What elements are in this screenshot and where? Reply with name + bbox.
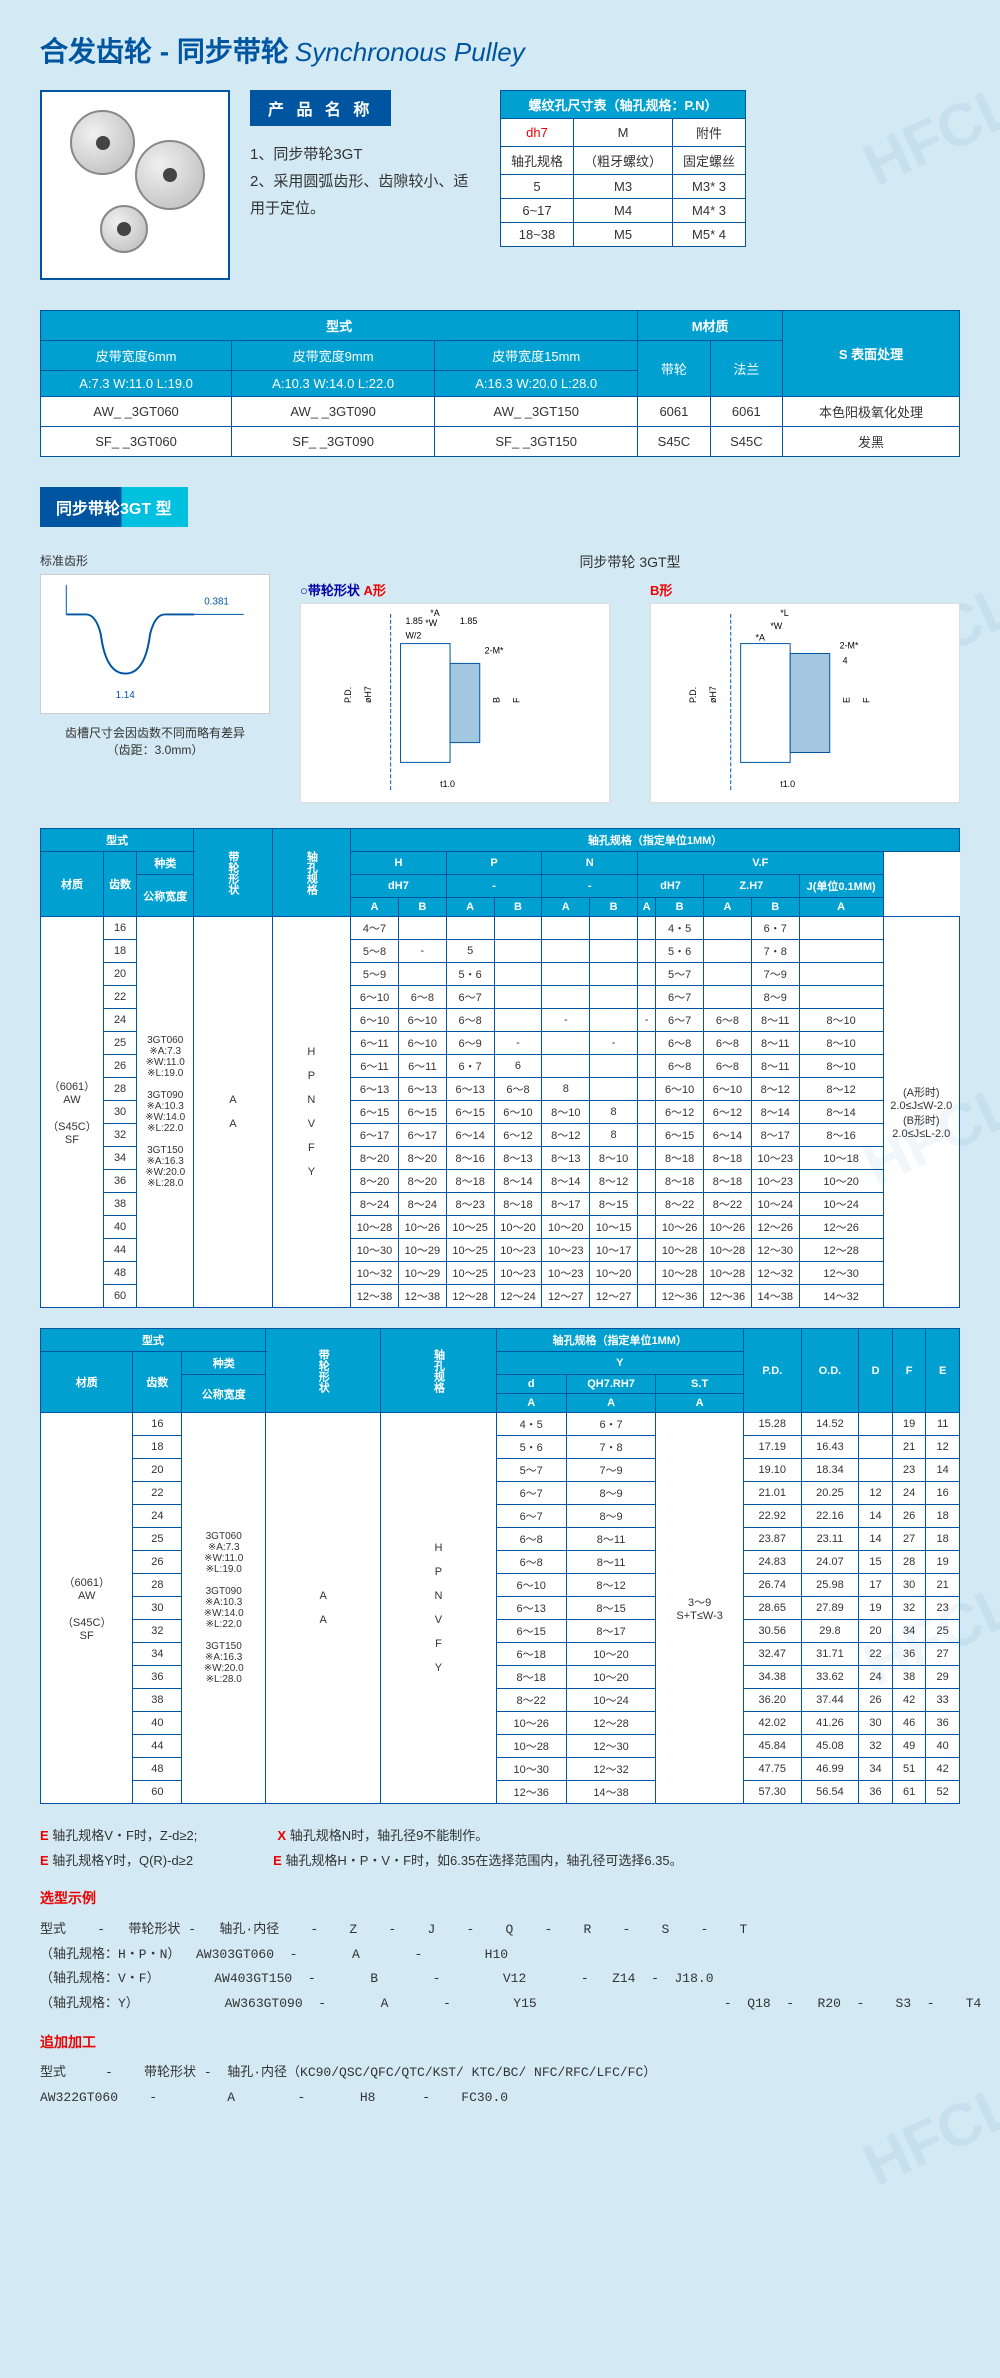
svg-text:E: E [842, 697, 852, 703]
product-name-header: 产 品 名 称 [250, 90, 391, 126]
tooth-pitch: （齿距：3.0mm） [40, 741, 270, 758]
svg-text:W/2: W/2 [406, 631, 422, 641]
svg-text:2-M*: 2-M* [485, 646, 504, 656]
tooth-note: 齿槽尺寸会因齿数不同而略有差异 [40, 724, 270, 741]
svg-text:0.381: 0.381 [204, 597, 229, 608]
type-table: 型式 M材质 S 表面处理 皮带宽度6mm 皮带宽度9mm 皮带宽度15mm 带… [40, 310, 960, 457]
svg-text:*W: *W [425, 618, 437, 628]
desc-line: 1、同步带轮3GT [250, 141, 480, 168]
svg-text:øH7: øH7 [708, 686, 718, 703]
svg-text:F: F [861, 697, 871, 703]
svg-text:*A: *A [430, 608, 439, 618]
spec-table-1: 型式 带轮形状 轴孔规格 轴孔规格（指定单位1MM） 材质 齿数 种类 H P … [40, 828, 960, 1308]
svg-text:P.D.: P.D. [688, 687, 698, 703]
svg-text:2-M*: 2-M* [840, 641, 859, 651]
svg-text:1.85: 1.85 [406, 616, 423, 626]
desc-line: 2、采用圆弧齿形、齿隙较小、适用于定位。 [250, 168, 480, 222]
svg-text:t1.0: t1.0 [440, 779, 455, 789]
svg-text:*W: *W [770, 621, 782, 631]
svg-text:*A: *A [756, 633, 765, 643]
svg-text:øH7: øH7 [363, 686, 373, 703]
svg-text:F: F [511, 697, 521, 703]
tooth-profile-diagram: 0.381 1.14 [40, 574, 270, 714]
svg-text:B: B [492, 697, 502, 703]
thread-hole-table: 螺纹孔尺寸表（轴孔规格：P.N） dh7 M 附件 轴孔规格 （粗牙螺纹） 固定… [500, 90, 746, 247]
svg-text:1.85: 1.85 [460, 616, 477, 626]
section-3gt-header: 同步带轮3GT 型 [40, 487, 188, 527]
product-image [40, 90, 230, 280]
svg-text:*L: *L [780, 608, 788, 618]
svg-text:1.14: 1.14 [116, 690, 136, 701]
shape-a-diagram: 1.85 1.85 *A W/2 2-M* P.D. øH7 B F t1.0 … [300, 603, 610, 803]
svg-text:t1.0: t1.0 [780, 779, 795, 789]
svg-text:P.D.: P.D. [343, 687, 353, 703]
spec-table-2: 型式 带轮形状 轴孔规格 轴孔规格（指定单位1MM） P.D. O.D. D F… [40, 1328, 960, 1804]
svg-text:4: 4 [843, 655, 848, 665]
shape-b-diagram: *L *W *A 2-M* 4 P.D. øH7 E F t1.0 [650, 603, 960, 803]
page-title: 合发齿轮 - 同步带轮Synchronous Pulley [40, 30, 960, 70]
std-tooth-label: 标准齿形 [40, 552, 270, 569]
notes-section: E 轴孔规格V・F时，Z-d≥2; X 轴孔规格N时，轴孔径9不能制作。 E 轴… [40, 1824, 960, 2111]
diagram-title: 同步带轮 3GT型 [300, 552, 960, 572]
